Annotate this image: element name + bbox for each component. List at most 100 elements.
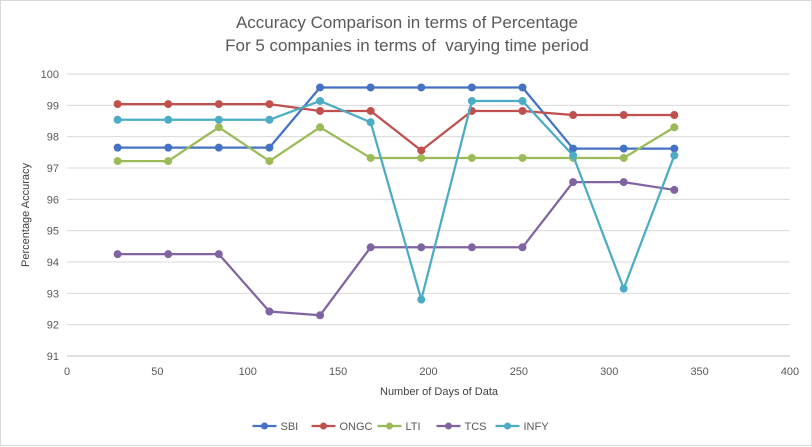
data-point-sbi-6 [417, 83, 426, 92]
y-tick-label-99: 99 [47, 100, 59, 112]
y-tick-label-93: 93 [47, 288, 59, 300]
data-point-infy-1 [164, 115, 173, 124]
data-point-sbi-4 [316, 83, 325, 92]
data-point-ongc-8 [518, 106, 527, 115]
data-point-infy-6 [417, 295, 426, 304]
y-tick-label-98: 98 [47, 132, 59, 144]
data-point-tcs-11 [670, 185, 679, 194]
data-point-ongc-5 [366, 106, 375, 115]
y-tick-label-95: 95 [47, 226, 59, 238]
legend-marker-lti [386, 422, 393, 430]
data-point-sbi-0 [113, 143, 122, 152]
data-point-infy-4 [316, 96, 325, 105]
legend-marker-infy [504, 422, 511, 430]
data-point-tcs-7 [467, 243, 476, 252]
series-line-ongc [117, 102, 675, 152]
legend-label-lti: LTI [406, 421, 421, 433]
x-axis-title: Number of Days of Data [380, 386, 499, 398]
legend: SBI ONGC LTI TCS INFY [252, 421, 550, 433]
data-point-sbi-3 [265, 143, 274, 152]
axes: 91 92 93 94 95 96 97 98 99 100 0 50 100 150 200 250 300 3… [41, 69, 800, 378]
data-point-infy-0 [113, 115, 122, 124]
data-point-lti-1 [164, 157, 173, 166]
data-point-sbi-7 [467, 83, 476, 92]
series-line-infy [117, 99, 676, 301]
x-tick-label-400: 400 [781, 366, 799, 378]
x-tick-label-100: 100 [239, 366, 257, 378]
y-tick-label-97: 97 [47, 163, 59, 175]
data-point-sbi-1 [164, 143, 173, 152]
data-point-tcs-5 [366, 243, 375, 252]
data-point-ongc-4 [316, 106, 325, 115]
data-point-tcs-8 [518, 243, 527, 252]
data-point-lti-2 [214, 123, 223, 132]
data-point-infy-5 [366, 118, 375, 127]
x-tick-label-350: 350 [690, 366, 708, 378]
data-point-lti-11 [670, 123, 679, 132]
data-point-tcs-4 [316, 311, 325, 320]
data-point-ongc-10 [619, 111, 628, 120]
data-point-ongc-11 [670, 111, 679, 120]
data-point-sbi-5 [366, 83, 375, 92]
x-tick-label-150: 150 [329, 366, 347, 378]
legend-marker-sbi [261, 422, 268, 430]
y-tick-label-92: 92 [47, 320, 59, 332]
data-point-tcs-9 [569, 178, 578, 187]
data-point-tcs-3 [265, 307, 274, 316]
data-point-ongc-3 [265, 100, 274, 109]
data-point-lti-0 [113, 157, 122, 166]
data-point-lti-7 [467, 153, 476, 162]
data-point-tcs-1 [164, 250, 173, 259]
x-tick-label-200: 200 [419, 366, 437, 378]
data-point-ongc-1 [164, 100, 173, 109]
data-point-sbi-8 [518, 83, 527, 92]
series-line-lti [117, 126, 675, 163]
x-tick-label-300: 300 [600, 366, 618, 378]
legend-label-tcs: TCS [465, 421, 487, 433]
data-point-tcs-10 [619, 178, 628, 187]
y-tick-label-94: 94 [47, 257, 59, 269]
data-point-infy-10 [619, 284, 628, 293]
data-point-tcs-6 [417, 243, 426, 252]
y-axis-title: Percentage Accuracy [20, 163, 32, 267]
y-tick-label-91: 91 [47, 351, 59, 363]
legend-label-ongc: ONGC [340, 421, 373, 433]
data-point-lti-5 [366, 153, 375, 162]
legend-label-infy: INFY [524, 421, 550, 433]
data-point-infy-11 [670, 151, 679, 160]
data-point-lti-6 [417, 153, 426, 162]
legend-marker-tcs [445, 422, 452, 430]
data-point-ongc-2 [214, 100, 223, 109]
series-line-tcs [117, 180, 675, 317]
series-line-sbi [117, 86, 675, 150]
y-tick-label-96: 96 [47, 194, 59, 206]
data-point-infy-3 [265, 115, 274, 124]
data-point-sbi-9 [569, 144, 578, 153]
data-point-infy-2 [214, 115, 223, 124]
data-point-sbi-10 [619, 144, 628, 153]
data-point-tcs-0 [113, 250, 122, 259]
data-point-ongc-9 [569, 111, 578, 120]
x-tick-label-50: 50 [151, 366, 163, 378]
data-point-sbi-11 [670, 144, 679, 153]
x-tick-label-250: 250 [510, 366, 528, 378]
data-point-ongc-6 [417, 146, 426, 155]
data-point-lti-4 [316, 123, 325, 132]
data-point-infy-7 [467, 96, 476, 105]
chart-title-line-1: Accuracy Comparison in terms of Percenta… [235, 13, 579, 32]
series-lines [113, 83, 679, 320]
data-point-lti-3 [265, 157, 274, 166]
y-tick-label-100: 100 [41, 69, 59, 81]
data-point-ongc-0 [113, 100, 122, 109]
data-point-tcs-2 [214, 250, 223, 259]
data-point-infy-8 [518, 96, 527, 105]
data-point-lti-10 [619, 153, 628, 162]
data-point-lti-8 [518, 153, 527, 162]
legend-marker-ongc [320, 422, 327, 430]
data-point-infy-9 [569, 151, 578, 160]
gridlines [67, 73, 790, 326]
data-point-sbi-2 [214, 143, 223, 152]
chart-title-line-2: For 5 companies in terms of varying time… [225, 36, 589, 55]
